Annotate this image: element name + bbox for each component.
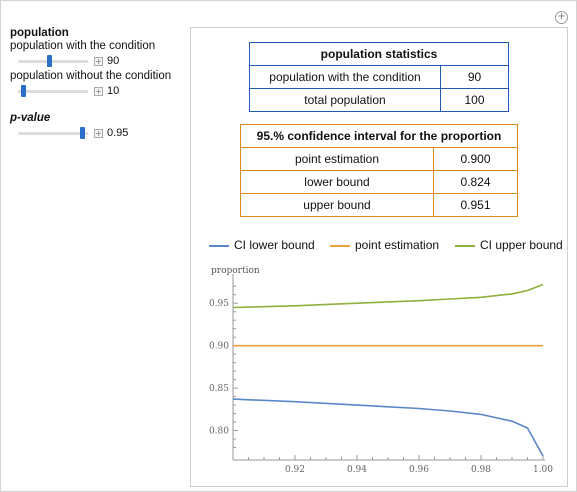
stats-row-label: total population — [249, 88, 441, 112]
with-condition-value: 90 — [107, 55, 120, 67]
without-condition-value: 10 — [107, 85, 120, 97]
pvalue-value: 0.95 — [107, 127, 129, 139]
slider-thumb[interactable] — [21, 85, 27, 97]
slider-track[interactable] — [18, 60, 88, 63]
slider-plus-icon[interactable]: + — [94, 129, 103, 138]
population-statistics-table: population statistics population with th… — [249, 42, 509, 112]
pvalue-label: p-value — [10, 112, 51, 124]
stats-row-value: 90 — [440, 65, 509, 89]
ci-row-value: 0.951 — [433, 193, 518, 217]
table-row: point estimation 0.900 — [240, 147, 518, 171]
table-row: population with the condition 90 — [249, 65, 509, 89]
x-tick-label: 0.94 — [347, 465, 367, 475]
series-line-upper — [232, 283, 544, 309]
with-condition-slider[interactable]: + 90 — [10, 53, 190, 70]
ci-row-value: 0.824 — [433, 170, 518, 194]
x-tick-label: 0.98 — [471, 465, 491, 475]
y-axis-label: proportion — [211, 266, 260, 276]
x-tick-label: 0.96 — [409, 465, 429, 475]
legend-line — [209, 245, 229, 247]
without-condition-label: population without the condition — [10, 70, 172, 82]
ci-row-label: upper bound — [240, 193, 434, 217]
stats-table-title: population statistics — [249, 42, 509, 66]
confidence-interval-table: 95.% confidence interval for the proport… — [240, 124, 518, 217]
without-condition-slider[interactable]: + 10 — [10, 83, 190, 100]
x-tick-label: 0.92 — [285, 465, 305, 475]
stats-row-label: population with the condition — [249, 65, 441, 89]
proportion-chart: proportion 0.80 0.85 0.90 0.95 0.92 0.94 0.96 0… — [209, 266, 553, 475]
series-line-lower — [232, 398, 544, 457]
y-tick-label: 0.80 — [209, 427, 229, 437]
y-tick-label: 0.85 — [209, 384, 229, 394]
legend-label: CI upper bound — [480, 238, 563, 252]
slider-plus-icon[interactable]: + — [94, 87, 103, 96]
x-tick-label: 1.00 — [533, 465, 553, 475]
legend-line — [330, 245, 350, 247]
legend-label: CI lower bound — [234, 238, 315, 252]
with-condition-label: population with the condition — [10, 40, 156, 52]
output-panel: population statistics population with th… — [190, 27, 568, 487]
legend-label: point estimation — [355, 238, 440, 252]
y-tick-label: 0.95 — [209, 299, 229, 309]
ci-row-label: lower bound — [240, 170, 434, 194]
ci-row-label: point estimation — [240, 147, 434, 171]
slider-thumb[interactable] — [79, 127, 85, 139]
table-row: upper bound 0.951 — [240, 193, 518, 217]
table-row: lower bound 0.824 — [240, 170, 518, 194]
chart-legend: CI lower bound point estimation CI upper… — [209, 238, 567, 254]
slider-track[interactable] — [18, 90, 88, 93]
population-heading: population — [10, 27, 69, 39]
y-tick-label: 0.90 — [209, 342, 229, 352]
ci-row-value: 0.900 — [433, 147, 518, 171]
slider-plus-icon[interactable]: + — [94, 57, 103, 66]
slider-track[interactable] — [18, 132, 88, 135]
slider-thumb[interactable] — [47, 55, 53, 67]
stats-row-value: 100 — [440, 88, 509, 112]
table-row: total population 100 — [249, 88, 509, 112]
ci-table-title: 95.% confidence interval for the proport… — [240, 124, 518, 148]
expand-plus-icon[interactable]: + — [555, 11, 568, 24]
legend-line — [455, 245, 475, 247]
controls-panel: population population with the condition… — [10, 27, 190, 142]
pvalue-slider[interactable]: + 0.95 — [10, 125, 190, 142]
